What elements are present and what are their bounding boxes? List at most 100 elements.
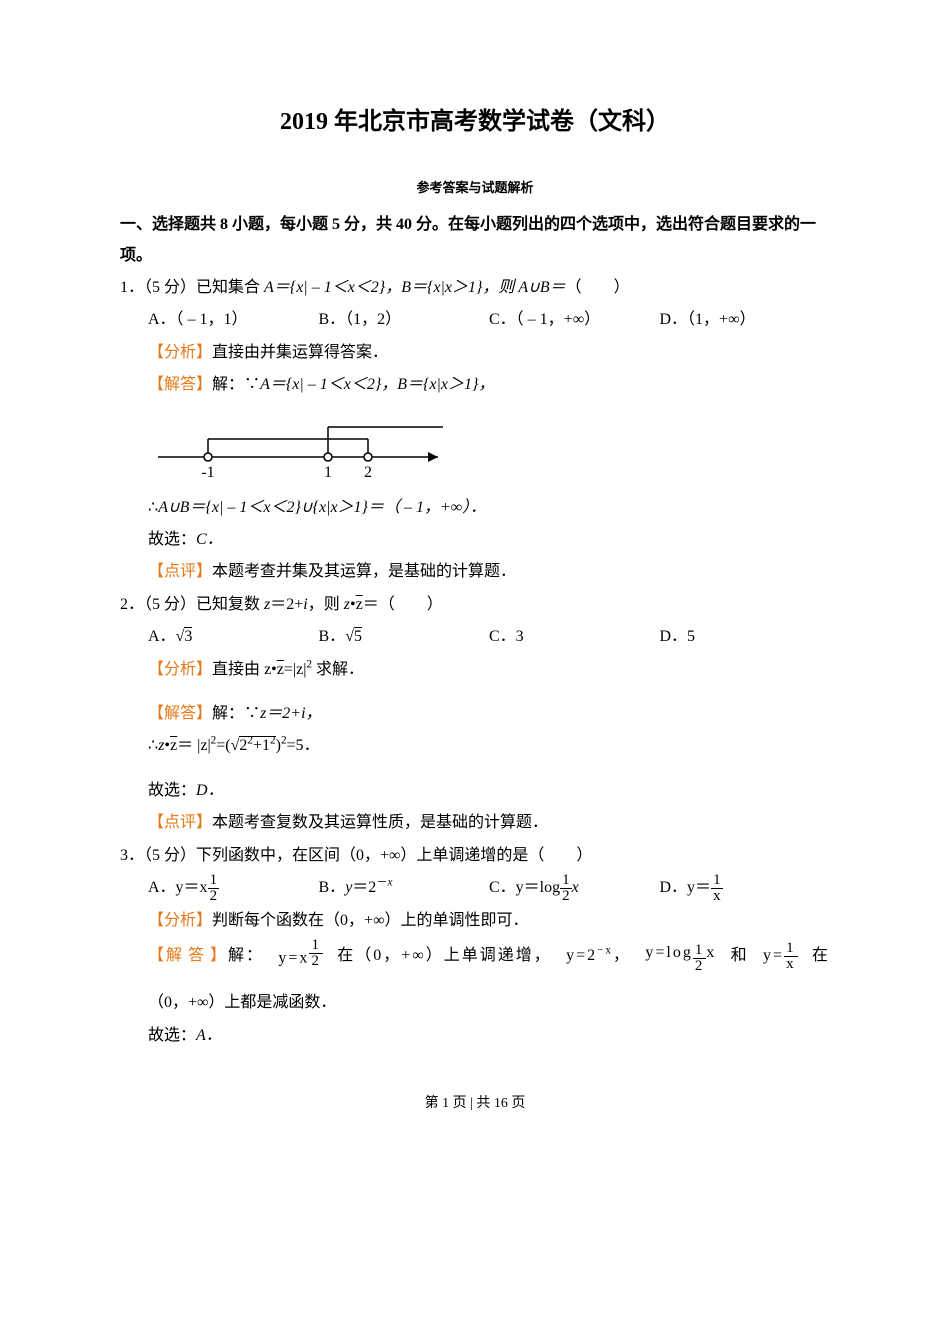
q3-fn-c: y=log12x: [645, 938, 716, 974]
q3-options: A．y＝x12 B．y＝2－x C．y＝log12x D．y＝1x: [120, 873, 830, 904]
therefore-icon: ∴: [148, 737, 158, 754]
q2-solve-2: ∴z•z＝ |z|2=(√22+12)2=5．: [120, 731, 830, 761]
q1-opt-a: A．（ – 1，1）: [148, 305, 319, 335]
q1-solve-math2: A∪B＝{x| – 1＜x＜2}∪{x|x＞1}＝（ – 1，+∞）．: [158, 499, 486, 516]
analysis-label: 分析: [164, 661, 196, 678]
page-title: 2019 年北京市高考数学试卷（文科）: [120, 100, 830, 146]
review-label: 点评: [164, 814, 196, 831]
q1-solve-1: 【解答】解：∵A＝{x| – 1＜x＜2}，B＝{x|x＞1}，: [120, 370, 830, 400]
lbracket-icon: 【: [148, 563, 164, 580]
q2-analysis-math: z•z=|z|2: [264, 661, 312, 678]
q3-opt-d: D．y＝1x: [660, 873, 831, 904]
lbracket-icon: 【: [148, 947, 166, 964]
q1-answer: C．: [196, 531, 223, 548]
lbracket-icon: 【: [148, 705, 164, 722]
q3-analysis: 【分析】判断每个函数在（0，+∞）上的单调性即可．: [120, 906, 830, 936]
q1-solve-2: ∴A∪B＝{x| – 1＜x＜2}∪{x|x＞1}＝（ – 1，+∞）．: [120, 493, 830, 523]
q3-fn-d: y=1x: [763, 941, 798, 972]
lbracket-icon: 【: [148, 912, 164, 929]
footer-post: 页: [508, 1096, 526, 1111]
q3-solve-2: （0，+∞）上都是减函数．: [120, 988, 830, 1018]
q2-analysis-post: 求解．: [312, 661, 364, 678]
footer-pre: 第: [425, 1096, 443, 1111]
q1-stem-prefix: 1．（5 分）已知集合: [120, 279, 264, 296]
solve-head: 解：: [212, 705, 244, 722]
page-footer: 第 1 页 | 共 16 页: [120, 1091, 830, 1118]
q3-opt-d-pre: D．y＝: [660, 879, 712, 896]
q2-opt-d: D．5: [660, 622, 831, 652]
svg-text:1: 1: [324, 464, 332, 481]
q2-solve-math1: z＝2+i，: [260, 705, 321, 722]
q3-opt-c-pre: C．y＝log: [489, 879, 560, 896]
frac-half-icon: 12: [208, 873, 220, 904]
q3-solve-t3: 和: [731, 941, 749, 971]
lbracket-icon: 【: [148, 376, 164, 393]
q2-review: 【点评】本题考查复数及其运算性质，是基础的计算题．: [120, 808, 830, 838]
q3-opt-c: C．y＝log12x: [489, 873, 660, 904]
rbracket-icon: 】: [196, 563, 212, 580]
pick-label: 故选：: [148, 531, 196, 548]
q2-review-text: 本题考查复数及其运算性质，是基础的计算题．: [212, 814, 548, 831]
q1-number-line-diagram: -1 1 2: [148, 407, 458, 487]
q2-pick: 故选：D．: [120, 776, 830, 806]
q3-analysis-text: 判断每个函数在（0，+∞）上的单调性即可．: [212, 912, 528, 929]
q2-analysis-pre: 直接由: [212, 661, 264, 678]
rbracket-icon: 】: [196, 705, 212, 722]
footer-mid: 页 | 共: [449, 1096, 494, 1111]
q3-fn-b: y=2−x，: [566, 941, 631, 971]
section-1-heading: 一、选择题共 8 小题，每小题 5 分，共 40 分。在每小题列出的四个选项中，…: [120, 210, 830, 271]
q2-stem: 2．（5 分）已知复数 z＝2+i，则 z•z＝（ ）: [120, 590, 830, 620]
pick-label: 故选：: [148, 782, 196, 799]
q1-opt-b: B．（1，2）: [319, 305, 490, 335]
q1-stem-math: A＝{x| – 1＜x＜2}，B＝{x|x＞1}，则 A∪B＝: [264, 279, 566, 296]
rbracket-icon: 】: [196, 912, 212, 929]
svg-text:-1: -1: [201, 464, 214, 481]
rbracket-icon: 】: [196, 661, 212, 678]
q2-options: A．√3 B．√5 C．3 D．5: [120, 622, 830, 652]
q2-opt-a: A．√3: [148, 622, 319, 652]
q1-stem-suffix: （ ）: [566, 279, 630, 296]
q3-solve-t2: 在（0，+∞）上单调递增，: [337, 941, 551, 971]
q2-solve-1: 【解答】解：∵z＝2+i，: [120, 699, 830, 729]
q3-stem: 3．（5 分）下列函数中，在区间（0，+∞）上单调递增的是（ ）: [120, 841, 830, 871]
lbracket-icon: 【: [148, 814, 164, 831]
solve-label: 解答: [164, 376, 196, 393]
q3-answer: A．: [196, 1027, 222, 1044]
q3-opt-a-pre: A．y＝x: [148, 879, 208, 896]
lbracket-icon: 【: [148, 661, 164, 678]
frac-1x-icon: 1x: [711, 873, 723, 904]
q1-pick: 故选：C．: [120, 525, 830, 555]
solve-head: 解：: [212, 376, 244, 393]
frac-half-icon: 12: [560, 873, 572, 904]
q3-solve-t4: 在: [812, 941, 830, 971]
q1-analysis: 【分析】直接由并集运算得答案．: [120, 338, 830, 368]
q2-opt-c: C．3: [489, 622, 660, 652]
q1-stem: 1．（5 分）已知集合 A＝{x| – 1＜x＜2}，B＝{x|x＞1}，则 A…: [120, 273, 830, 303]
q3-fn-a: y=x12: [278, 938, 323, 974]
q1-review-text: 本题考查并集及其运算，是基础的计算题．: [212, 563, 516, 580]
lbracket-icon: 【: [148, 344, 164, 361]
analysis-label: 分析: [164, 344, 196, 361]
q2-answer: D．: [196, 782, 224, 799]
q3-opt-a: A．y＝x12: [148, 873, 319, 904]
rbracket-icon: 】: [196, 344, 212, 361]
q2-analysis: 【分析】直接由 z•z=|z|2 求解．: [120, 655, 830, 685]
solve-label: 解答: [164, 705, 196, 722]
q3-solve-1: 【解答】解： y=x12 在（0，+∞）上单调递增， y=2−x， y=log1…: [120, 938, 830, 974]
rbracket-icon: 】: [196, 814, 212, 831]
q1-review: 【点评】本题考查并集及其运算，是基础的计算题．: [120, 557, 830, 587]
pick-label: 故选：: [148, 1027, 196, 1044]
rbracket-icon: 】: [196, 376, 212, 393]
q1-solve-math1: A＝{x| – 1＜x＜2}，B＝{x|x＞1}，: [260, 376, 494, 393]
q1-options: A．（ – 1，1） B．（1，2） C．（ – 1，+∞） D．（1，+∞）: [120, 305, 830, 335]
q1-opt-d: D．（1，+∞）: [660, 305, 831, 335]
because-icon: ∵: [244, 376, 260, 393]
footer-total: 16: [494, 1096, 508, 1111]
svg-text:2: 2: [364, 464, 372, 481]
q3-solve-head: 解：: [228, 947, 264, 964]
analysis-label: 分析: [164, 912, 196, 929]
solve-label: 解答: [166, 947, 210, 964]
q1-analysis-text: 直接由并集运算得答案．: [212, 344, 388, 361]
q3-opt-c-post: x: [572, 879, 579, 896]
review-label: 点评: [164, 563, 196, 580]
